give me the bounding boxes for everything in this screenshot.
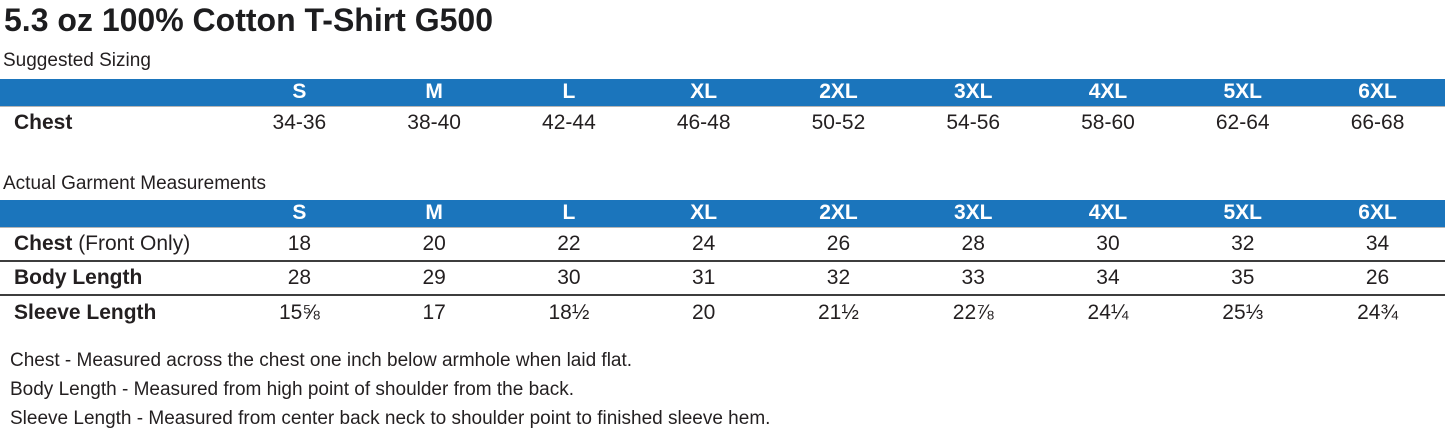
row-label: Body Length: [14, 266, 143, 289]
note-line: Sleeve Length - Measured from center bac…: [10, 408, 771, 429]
row-label-cell: Body Length: [0, 260, 232, 295]
value-cell: 15⅝: [232, 294, 367, 329]
measurement-row: Body Length 28 29 30 31 32 33 34 35 26: [0, 260, 1445, 295]
measurement-row: Chest 34-36 38-40 42-44 46-48 50-52 54-5…: [0, 106, 1445, 139]
size-column-header: 6XL: [1310, 200, 1445, 228]
value-cell: 26: [826, 231, 851, 255]
value-cell: 22: [557, 231, 581, 255]
measurement-row: Sleeve Length 15⅝ 17 18½ 20 21½ 22⅞ 24¼ …: [0, 294, 1445, 329]
value-cell: 34-36: [272, 110, 327, 134]
value-cell: 31: [636, 260, 772, 295]
value-cell: 50-52: [811, 110, 866, 134]
value-cell: 54-56: [946, 110, 1001, 134]
size-column-header: 4XL: [1040, 200, 1176, 228]
size-column-header: L: [501, 200, 637, 228]
row-label: Chest: [14, 110, 73, 134]
garment-measurements-label: Actual Garment Measurements: [3, 173, 266, 194]
value-cell: 22⅞: [905, 294, 1041, 329]
garment-measurements-table: S M L XL 2XL 3XL 4XL 5XL 6XL Chest (Fron…: [0, 200, 1445, 329]
value-cell: 24¾: [1310, 294, 1445, 329]
value-cell: 28: [232, 260, 367, 295]
measurement-notes: Chest - Measured across the chest one in…: [10, 346, 1445, 433]
row-label-cell: Chest: [0, 106, 232, 139]
size-column-header: XL: [636, 79, 772, 107]
suggested-sizing-table: S M L XL 2XL 3XL 4XL 5XL 6XL Chest 34-36…: [0, 79, 1445, 139]
row-label-cell: Sleeve Length: [0, 294, 232, 329]
corner-cell: [0, 200, 232, 228]
value-cell: 34: [1040, 260, 1176, 295]
value-cell: 26: [1310, 260, 1445, 295]
size-header-row: S M L XL 2XL 3XL 4XL 5XL 6XL: [0, 200, 1445, 228]
value-cell: 42-44: [542, 110, 596, 134]
size-column-header: 5XL: [1175, 79, 1311, 107]
row-label-suffix: (Front Only): [72, 231, 191, 255]
size-column-header: M: [366, 79, 502, 107]
value-cell: 46-48: [676, 110, 731, 134]
value-cell: 38-40: [407, 110, 461, 134]
value-cell: 20: [422, 231, 446, 255]
corner-cell: [0, 79, 232, 107]
row-label-cell: Chest (Front Only): [0, 227, 232, 261]
value-cell: 34: [1365, 231, 1390, 255]
size-column-header: 2XL: [771, 79, 906, 107]
value-cell: 20: [636, 294, 772, 329]
row-label: Chest: [14, 231, 73, 255]
measurement-row: Chest (Front Only) 18 20 22 24 26 28 30 …: [0, 227, 1445, 261]
value-cell: 35: [1175, 260, 1311, 295]
value-cell: 18½: [501, 294, 637, 329]
size-column-header: 3XL: [905, 200, 1041, 228]
size-column-header: L: [501, 79, 637, 107]
value-cell: 58-60: [1081, 110, 1135, 134]
value-cell: 24: [692, 231, 716, 255]
size-column-header: S: [232, 79, 367, 107]
value-cell: 25⅓: [1175, 294, 1311, 329]
value-cell: 32: [1231, 231, 1255, 255]
size-column-header: 3XL: [905, 79, 1041, 107]
size-header-row: S M L XL 2XL 3XL 4XL 5XL 6XL: [0, 79, 1445, 107]
size-column-header: S: [232, 200, 367, 228]
row-label: Sleeve Length: [14, 300, 157, 324]
value-cell: 62-64: [1215, 110, 1270, 134]
value-cell: 33: [905, 260, 1041, 295]
value-cell: 21½: [771, 294, 906, 329]
value-cell: 24¼: [1040, 294, 1176, 329]
value-cell: 66-68: [1350, 110, 1405, 134]
value-cell: 30: [501, 260, 637, 295]
value-cell: 30: [1096, 231, 1120, 255]
size-column-header: XL: [636, 200, 772, 228]
value-cell: 17: [366, 294, 502, 329]
value-cell: 32: [771, 260, 906, 295]
size-column-header: 4XL: [1040, 79, 1176, 107]
value-cell: 28: [961, 231, 985, 255]
size-column-header: M: [366, 200, 502, 228]
note-line: Body Length - Measured from high point o…: [10, 379, 574, 400]
value-cell: 29: [366, 260, 502, 295]
note-line: Chest - Measured across the chest one in…: [10, 350, 633, 371]
size-column-header: 5XL: [1175, 200, 1311, 228]
suggested-sizing-label: Suggested Sizing: [3, 50, 151, 71]
size-column-header: 2XL: [771, 200, 906, 228]
size-column-header: 6XL: [1310, 79, 1445, 107]
page-title: 5.3 oz 100% Cotton T-Shirt G500: [4, 2, 493, 38]
value-cell: 18: [287, 231, 312, 255]
